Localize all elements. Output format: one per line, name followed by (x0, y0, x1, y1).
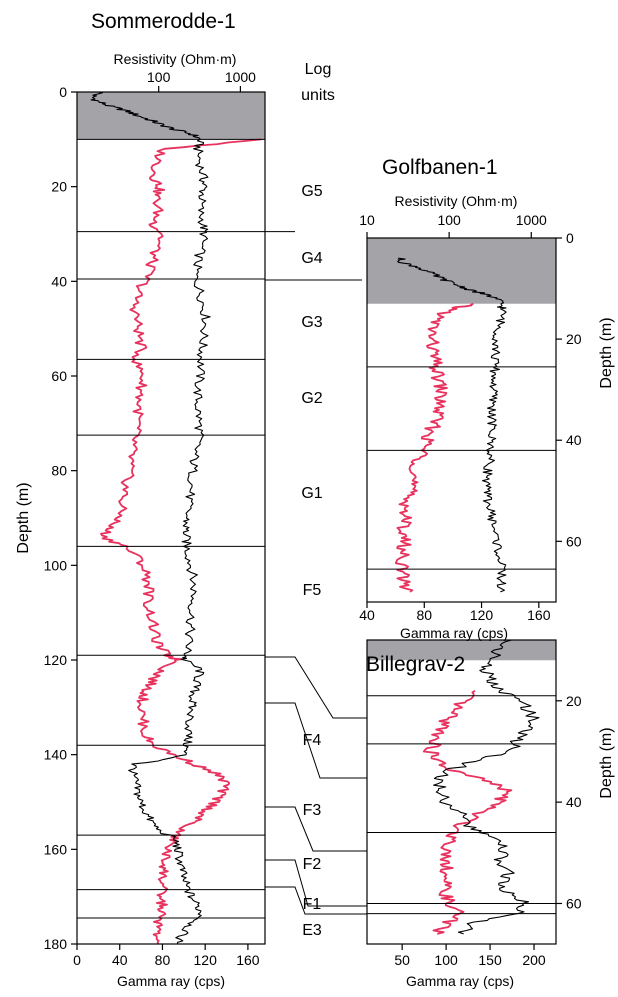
sommerodde-x-tick-label: 40 (112, 952, 128, 968)
sommerodde-top-tick-label: 1000 (225, 69, 256, 85)
billegrav-x-tick-label: 150 (478, 952, 502, 968)
unit-label-f3: F3 (303, 802, 322, 819)
sommerodde-y-tick-label: 80 (51, 463, 67, 479)
sommerodde-x-tick-label: 160 (236, 952, 260, 968)
golfbanen-y-tick-label: 0 (566, 230, 574, 246)
billegrav-frame (366, 639, 557, 945)
billegrav-x-tick-label: 50 (394, 952, 410, 968)
billegrav-title: Billegrav-2 (366, 653, 465, 676)
unit-label-f2: F2 (303, 856, 322, 873)
unit-label-g5: G5 (301, 183, 322, 200)
sommerodde-x-tick-label: 80 (155, 952, 171, 968)
billegrav-shaded-interval (367, 640, 556, 661)
golfbanen-title: Golfbanen-1 (382, 156, 498, 179)
golfbanen-top-axis-label: Resistivity (Ohm·m) (395, 193, 518, 209)
sommerodde-y-tick-label: 60 (51, 368, 67, 384)
billegrav-y-tick-label: 40 (566, 794, 582, 810)
sommerodde-y-axis-label: Depth (m) (15, 482, 32, 553)
golfbanen-gamma-curve (394, 302, 474, 593)
log-units-header-line2: units (301, 87, 335, 104)
frame-layer (76, 91, 557, 945)
billegrav-x-tick-label: 200 (522, 952, 546, 968)
golfbanen-y-tick-label: 20 (566, 331, 582, 347)
unit-label-g2: G2 (301, 390, 322, 407)
golfbanen-x-tick-label: 40 (359, 607, 375, 623)
correlation-line-f4 (265, 702, 367, 779)
sommerodde-y-tick-label: 160 (44, 841, 68, 857)
sommerodde-y-tick-label: 40 (51, 273, 67, 289)
billegrav-gamma-curve (422, 689, 513, 935)
golfbanen-y-tick-label: 40 (566, 432, 582, 448)
correlation-line-f5 (265, 656, 367, 719)
billegrav-y-tick-label: 20 (566, 693, 582, 709)
sommerodde-x-tick-label: 120 (194, 952, 218, 968)
sommerodde-y-tick-label: 180 (44, 936, 68, 952)
billegrav-y-axis-label: Depth (m) (598, 727, 615, 798)
sommerodde-shaded-interval (77, 92, 265, 140)
sommerodde-y-tick-label: 120 (44, 652, 68, 668)
golfbanen-x-tick-label: 80 (416, 607, 432, 623)
unit-label-g3: G3 (301, 314, 322, 331)
sommerodde-y-tick-label: 140 (44, 747, 68, 763)
unit-label-g1: G1 (301, 485, 322, 502)
billegrav-bottom-axis-label: Gamma ray (cps) (406, 973, 514, 989)
sommerodde-y-tick-label: 100 (44, 557, 68, 573)
sommerodde-y-tick-label: 0 (59, 84, 67, 100)
shading-layer (77, 92, 556, 661)
golfbanen-y-axis-label: Depth (m) (598, 317, 615, 388)
correlation-line-f2 (265, 859, 367, 907)
unit-label-f1: F1 (303, 896, 322, 913)
unit-label-e3: E3 (302, 922, 322, 939)
billegrav-gamma-black-curve (433, 639, 540, 935)
golfbanen-frame (366, 237, 557, 603)
unit-label-g4: G4 (301, 250, 322, 267)
sommerodde-bottom-axis-label: Gamma ray (cps) (117, 973, 225, 989)
golfbanen-shaded-interval (367, 238, 556, 304)
billegrav-y-tick-label: 60 (566, 895, 582, 911)
golfbanen-bottom-axis-label: Gamma ray (cps) (400, 625, 508, 641)
sommerodde-frame (76, 91, 266, 945)
golfbanen-top-tick-label: 1000 (516, 212, 547, 228)
unit-labels: G5 G4 G3 G2 G1 F5 F4 F3 F2 F1 E3 (301, 183, 322, 939)
golfbanen-top-tick-label: 10 (359, 212, 375, 228)
log-units-header-line1: Log (305, 61, 332, 78)
sommerodde-gamma-curve (100, 138, 262, 945)
golfbanen-x-tick-label: 120 (470, 607, 494, 623)
sommerodde-resistivity-curve (90, 91, 211, 944)
unit-label-f5: F5 (303, 582, 322, 599)
sommerodde-title: Sommerodde-1 (91, 10, 236, 33)
sommerodde-top-axis-label: Resistivity (Ohm·m) (114, 51, 237, 67)
golfbanen-resistivity-curve (397, 257, 507, 593)
sommerodde-x-tick-label: 0 (73, 952, 81, 968)
correlation-line-f1 (265, 886, 367, 915)
boundary-layer (77, 138, 556, 919)
unit-label-f4: F4 (303, 732, 322, 749)
golfbanen-top-tick-label: 100 (437, 212, 461, 228)
sommerodde-y-tick-label: 20 (51, 179, 67, 195)
golfbanen-y-tick-label: 60 (566, 533, 582, 549)
golfbanen-x-tick-label: 160 (527, 607, 551, 623)
sommerodde-top-tick-label: 100 (147, 69, 171, 85)
correlation-line-f3 (265, 806, 367, 852)
billegrav-x-tick-label: 100 (434, 952, 458, 968)
